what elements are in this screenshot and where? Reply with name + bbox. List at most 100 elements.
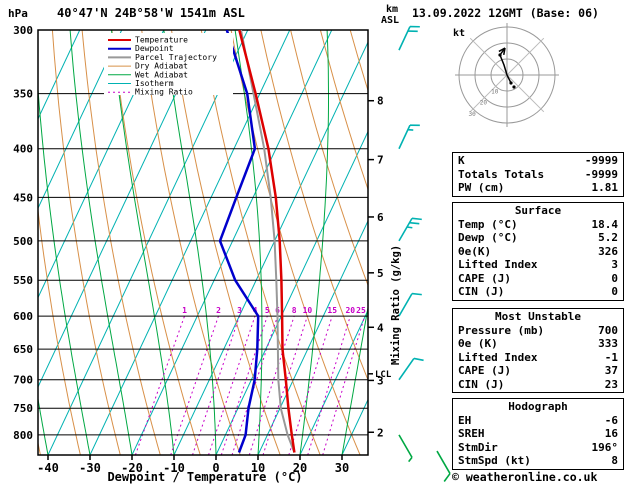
row-label: StmDir [458, 440, 498, 454]
table-row: Temp (°C) 18.4 [453, 218, 623, 232]
row-label: CIN (J) [458, 285, 505, 298]
row-label: SREH [458, 427, 485, 440]
svg-text:300: 300 [13, 24, 33, 37]
row-value: 3 [611, 258, 618, 271]
pressure-axis-unit: hPa [8, 7, 28, 20]
wind-barb [398, 25, 420, 51]
svg-text:6: 6 [377, 211, 384, 224]
row-value: 196° [591, 440, 619, 454]
svg-text:30: 30 [335, 461, 349, 475]
svg-text:20: 20 [293, 461, 307, 475]
svg-text:Wet Adiabat: Wet Adiabat [135, 70, 188, 79]
row-value: 16 [604, 427, 618, 440]
sounding-curves [218, 30, 296, 453]
svg-text:500: 500 [13, 235, 33, 248]
svg-text:400: 400 [13, 143, 33, 156]
table-row: CAPE (J) 0 [453, 272, 623, 286]
row-label: CAPE (J) [458, 364, 511, 377]
svg-text:2: 2 [216, 306, 221, 315]
wind-barb [398, 217, 422, 242]
row-value: 37 [604, 364, 618, 377]
table-row: Totals Totals -9999 [453, 168, 623, 182]
wind-barb [436, 450, 451, 483]
table-row: Pressure (mb) 700 [453, 324, 623, 338]
svg-text:3: 3 [237, 306, 242, 315]
row-value: 1.81 [591, 181, 619, 194]
svg-text:-10: -10 [163, 461, 185, 475]
table-row: Dewp (°C) 5.2 [453, 231, 623, 245]
row-label: PW (cm) [458, 181, 505, 194]
run-datetime: 13.09.2022 12GMT (Base: 06) [412, 6, 599, 20]
row-value: 326 [598, 244, 618, 258]
svg-text:4: 4 [377, 321, 384, 334]
altitude-axis-unit-km: km [386, 4, 399, 15]
svg-text:600: 600 [13, 310, 33, 323]
svg-text:7: 7 [377, 154, 384, 167]
row-label: EH [458, 413, 472, 427]
svg-text:Mixing Ratio: Mixing Ratio [135, 88, 193, 97]
wind-barb [398, 124, 420, 150]
svg-text:3: 3 [377, 374, 384, 387]
row-label: Lifted Index [458, 258, 538, 271]
svg-text:10: 10 [251, 461, 265, 475]
row-value: 5.2 [598, 231, 618, 244]
row-value: -6 [604, 413, 618, 427]
svg-text:10: 10 [491, 88, 499, 95]
row-value: 700 [598, 323, 618, 337]
mixing-ratio-axis-label: Mixing Ratio (g/kg) [390, 244, 402, 365]
table-row: θe (K) 333 [453, 337, 623, 351]
table-row: SREH 16 [453, 427, 623, 441]
row-label: Dewp (°C) [458, 231, 518, 244]
row-value: 18.4 [591, 217, 619, 231]
row-label: Totals Totals [458, 167, 545, 181]
wind-barb [398, 434, 413, 463]
svg-text:8: 8 [377, 95, 384, 108]
svg-text:350: 350 [13, 88, 33, 101]
row-label: CIN (J) [458, 377, 505, 391]
copyright: © weatheronline.co.uk [452, 470, 598, 484]
row-label: StmSpd (kt) [458, 454, 531, 467]
table-row: θe(K) 326 [453, 245, 623, 259]
svg-text:5: 5 [265, 306, 270, 315]
svg-text:30: 30 [468, 111, 476, 118]
row-value: -9999 [584, 154, 618, 167]
row-value: 0 [611, 271, 618, 285]
svg-text:-40: -40 [37, 461, 59, 475]
svg-text:650: 650 [13, 343, 33, 356]
svg-text:5: 5 [377, 267, 384, 280]
row-label: CAPE (J) [458, 271, 511, 285]
hodograph-box-title: Hodograph [508, 400, 568, 413]
hodograph-unit-label: kt [453, 28, 466, 39]
table-row: CIN (J) 23 [453, 378, 623, 392]
svg-text:20: 20 [480, 100, 488, 107]
row-value: -9999 [584, 167, 618, 181]
table-row: CIN (J) 0 [453, 285, 623, 299]
legend-background [104, 33, 233, 95]
row-value: 8 [611, 454, 618, 467]
page-title: 40°47'N 24B°58'W 1541m ASL [57, 6, 245, 20]
table-row: CAPE (J) 37 [453, 364, 623, 378]
svg-text:Dewpoint: Dewpoint [135, 44, 174, 53]
row-label: θe (K) [458, 337, 498, 350]
table-row: PW (cm) 1.81 [453, 181, 623, 195]
svg-text:15: 15 [327, 306, 337, 315]
row-value: 0 [611, 285, 618, 298]
svg-text:20: 20 [345, 306, 355, 315]
svg-text:Isotherm: Isotherm [135, 79, 174, 88]
table-row: Lifted Index -1 [453, 351, 623, 365]
most-unstable-box-title: Most Unstable [494, 310, 582, 323]
indices-box: K -9999 Totals Totals -9999 PW (cm) 1.81 [452, 152, 624, 197]
row-label: θe(K) [458, 244, 492, 258]
svg-text:800: 800 [13, 429, 33, 442]
svg-text:2: 2 [377, 426, 384, 439]
table-row: Lifted Index 3 [453, 258, 623, 272]
svg-text:10: 10 [303, 306, 313, 315]
svg-text:-30: -30 [79, 461, 101, 475]
svg-text:0: 0 [212, 461, 219, 475]
table-row: K -9999 [453, 154, 623, 168]
svg-text:550: 550 [13, 274, 33, 287]
svg-text:8: 8 [292, 306, 297, 315]
